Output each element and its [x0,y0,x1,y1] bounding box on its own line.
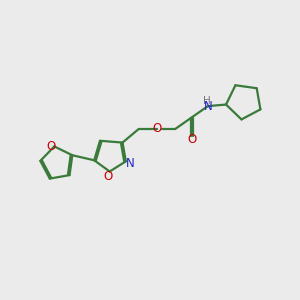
Text: O: O [103,170,113,183]
Text: N: N [204,100,213,112]
Text: O: O [46,140,56,153]
Text: O: O [152,122,162,135]
Text: H: H [203,96,211,106]
Text: O: O [188,133,197,146]
Text: N: N [126,157,134,170]
